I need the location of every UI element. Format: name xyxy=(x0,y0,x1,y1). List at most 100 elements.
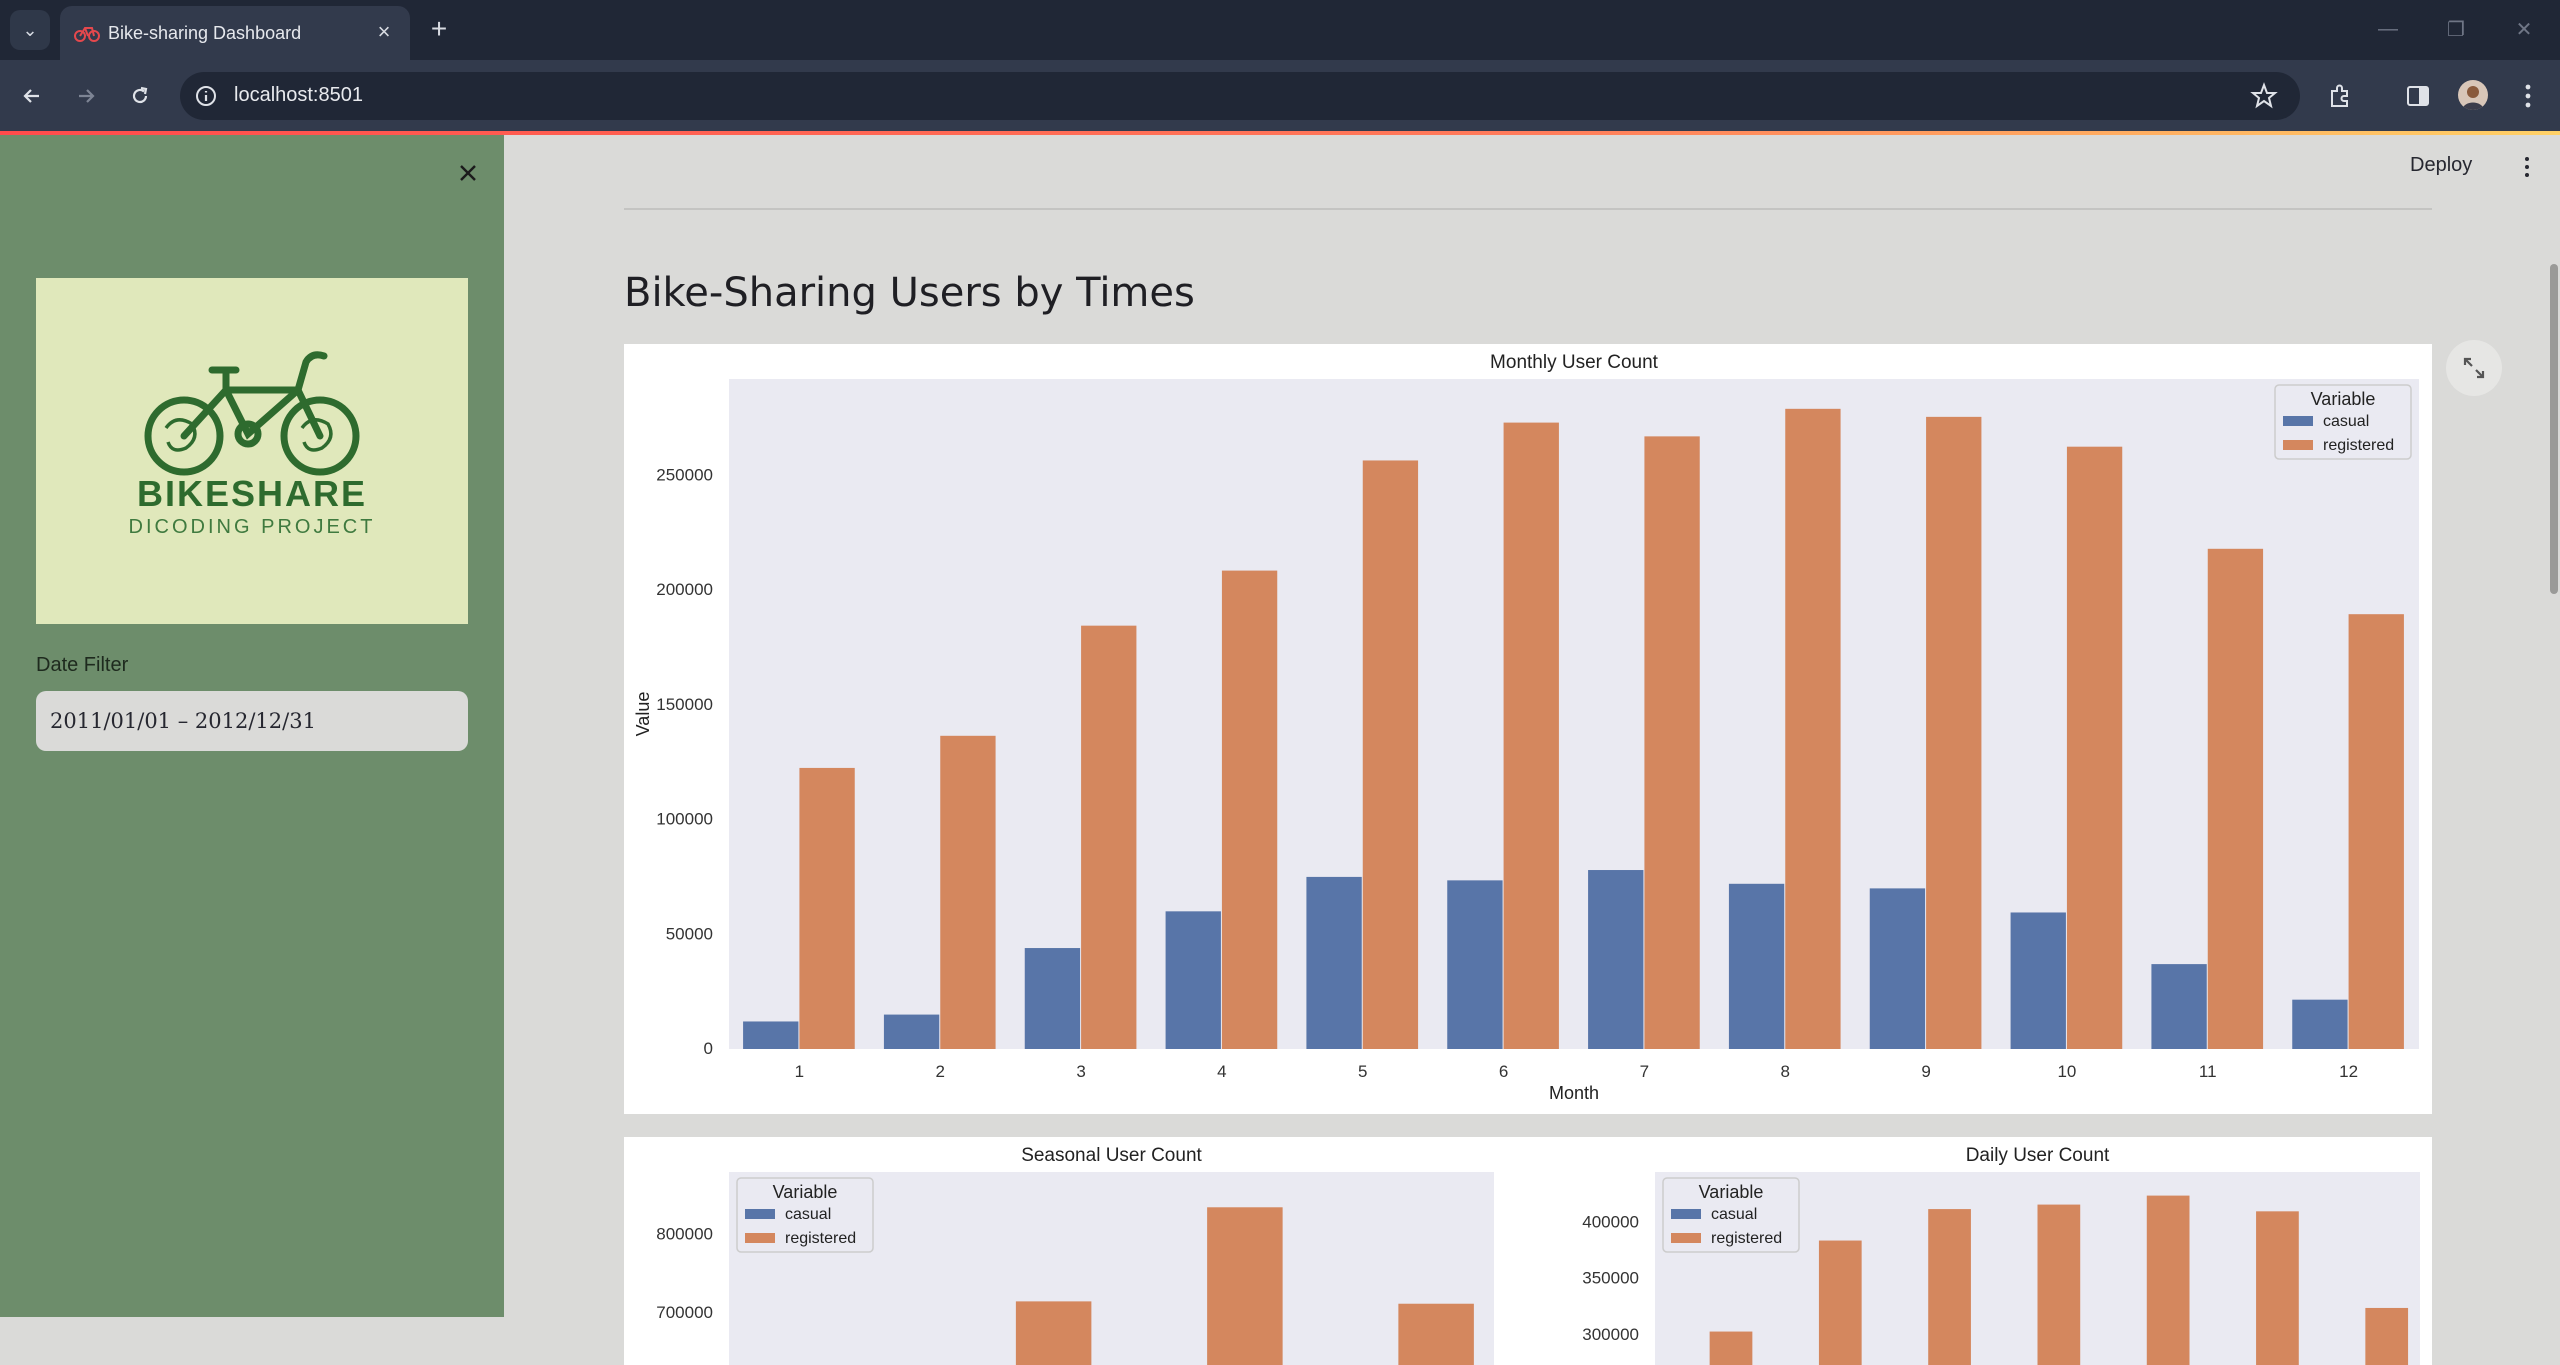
y-tick-label: 100000 xyxy=(656,810,713,829)
y-tick-label: 350000 xyxy=(1582,1269,1639,1288)
bar-registered xyxy=(1644,436,1700,1049)
bar-registered xyxy=(1785,408,1841,1049)
bike-favicon-icon xyxy=(74,27,100,42)
date-filter-label: Date Filter xyxy=(36,654,129,676)
back-button[interactable] xyxy=(12,76,52,116)
browser-menu-button[interactable] xyxy=(2510,78,2546,114)
legend-swatch xyxy=(745,1233,775,1243)
minimize-window-button[interactable]: — xyxy=(2378,17,2398,40)
bar-registered xyxy=(1926,416,1982,1049)
arrow-left-icon xyxy=(23,89,39,103)
legend-entry: registered xyxy=(785,1230,856,1247)
fullscreen-button[interactable] xyxy=(2446,340,2502,396)
monthly-user-count-chart: Monthly User Count 0 50000 100000 150000 2000… xyxy=(633,352,2419,1103)
x-tick-label: 1 xyxy=(795,1062,804,1081)
plus-icon: + xyxy=(430,13,448,44)
legend-entry: casual xyxy=(785,1206,831,1223)
legend-swatch xyxy=(2283,440,2313,450)
side-panel-button[interactable] xyxy=(2400,78,2436,114)
y-axis-label: Value xyxy=(633,692,653,737)
legend-swatch xyxy=(745,1209,775,1219)
bar-registered xyxy=(1928,1209,1971,1365)
y-tick-label: 700000 xyxy=(656,1303,713,1322)
bar-registered xyxy=(940,735,996,1049)
bar-registered xyxy=(1398,1303,1474,1365)
deploy-button[interactable]: Deploy xyxy=(2410,154,2473,176)
plot-area xyxy=(729,379,2419,1049)
restore-window-button[interactable]: ❐ xyxy=(2447,18,2465,41)
y-tick-label: 200000 xyxy=(656,580,713,599)
bar-registered xyxy=(1221,570,1278,1049)
bar-casual xyxy=(883,1014,940,1049)
bar-registered xyxy=(2066,446,2123,1049)
bar-casual xyxy=(1728,883,1785,1049)
legend-swatch xyxy=(2283,416,2313,426)
seasonal-daily-chart-card: Seasonal User Count500000600000700000800… xyxy=(624,1137,2432,1365)
close-tab-icon[interactable]: × xyxy=(377,19,391,44)
bar-registered xyxy=(2348,614,2404,1049)
kebab-menu-icon xyxy=(2525,84,2531,108)
y-tick-label: 800000 xyxy=(656,1225,713,1244)
page-scrollbar[interactable] xyxy=(2550,264,2558,594)
bar-casual xyxy=(2151,964,2207,1049)
legend-title: Variable xyxy=(1699,1182,1764,1202)
y-tick-label: 250000 xyxy=(656,465,713,484)
url-text: localhost:8501 xyxy=(234,84,363,106)
y-tick-label: 300000 xyxy=(1582,1325,1639,1344)
x-tick-label: 10 xyxy=(2057,1062,2076,1081)
y-tick-label: 50000 xyxy=(666,924,713,943)
close-window-button[interactable]: ✕ xyxy=(2515,18,2533,41)
browser-tab-bar: ⌄ Bike-sharing Dashboard × + — ❐ ✕ xyxy=(0,0,2560,60)
bar-casual xyxy=(1165,911,1221,1049)
bookmark-star-icon[interactable] xyxy=(2250,82,2278,110)
daily-user-count-chart: Daily User Count250000300000350000400000… xyxy=(1582,1145,2420,1365)
bar-registered xyxy=(1207,1207,1283,1365)
side-panel-icon xyxy=(2407,86,2429,106)
app-header-decoration xyxy=(0,131,2560,135)
x-tick-label: 3 xyxy=(1076,1062,1085,1081)
date-filter-input[interactable]: 2011/01/01 – 2012/12/31 xyxy=(36,691,468,751)
x-tick-label: 7 xyxy=(1640,1062,1649,1081)
x-tick-label: 8 xyxy=(1781,1062,1790,1081)
bar-registered xyxy=(1015,1301,1092,1365)
app-menu-button[interactable] xyxy=(2514,152,2540,182)
collapse-sidebar-button[interactable] xyxy=(452,157,484,189)
extensions-button[interactable] xyxy=(2322,78,2358,114)
bar-registered xyxy=(2365,1307,2409,1365)
legend-title: Variable xyxy=(2311,389,2376,409)
bar-registered xyxy=(1709,1331,1753,1365)
profile-avatar[interactable] xyxy=(2458,80,2488,110)
date-filter-value: 2011/01/01 – 2012/12/31 xyxy=(50,709,316,733)
expand-icon xyxy=(2463,357,2485,379)
chevron-down-icon: ⌄ xyxy=(22,19,38,40)
bar-registered xyxy=(2037,1204,2081,1365)
bar-registered xyxy=(2256,1211,2299,1365)
bar-casual xyxy=(1024,948,1081,1049)
bar-casual xyxy=(1447,880,1503,1049)
bar-registered xyxy=(2207,548,2264,1049)
legend-entry: casual xyxy=(2323,413,2369,430)
legend-swatch xyxy=(1671,1209,1701,1219)
browser-tab[interactable]: Bike-sharing Dashboard × xyxy=(60,6,410,60)
reload-button[interactable] xyxy=(120,76,160,116)
address-bar[interactable]: localhost:8501 xyxy=(180,72,2300,120)
legend-title: Variable xyxy=(773,1182,838,1202)
tab-search-button[interactable]: ⌄ xyxy=(10,10,50,50)
close-icon xyxy=(460,165,476,181)
monthly-chart-card: Monthly User Count 0 50000 100000 150000 2000… xyxy=(624,344,2432,1114)
bikeshare-logo: BIKESHARE DICODING PROJECT xyxy=(36,278,468,624)
logo-subtext: DICODING PROJECT xyxy=(129,516,376,538)
bar-registered xyxy=(1818,1240,1862,1365)
info-icon xyxy=(196,86,216,106)
x-tick-label: 11 xyxy=(2199,1062,2217,1081)
x-tick-label: 12 xyxy=(2339,1062,2358,1081)
x-tick-label: 5 xyxy=(1358,1062,1367,1081)
bar-registered xyxy=(1503,422,1559,1049)
profile-avatar-icon xyxy=(2462,86,2484,110)
divider xyxy=(624,208,2432,210)
forward-button[interactable] xyxy=(66,76,106,116)
seasonal-user-count-chart: Seasonal User Count500000600000700000800… xyxy=(656,1145,1494,1365)
chart-title: Daily User Count xyxy=(1966,1145,2110,1166)
legend-entry: registered xyxy=(2323,437,2394,454)
new-tab-button[interactable]: + xyxy=(422,12,456,46)
